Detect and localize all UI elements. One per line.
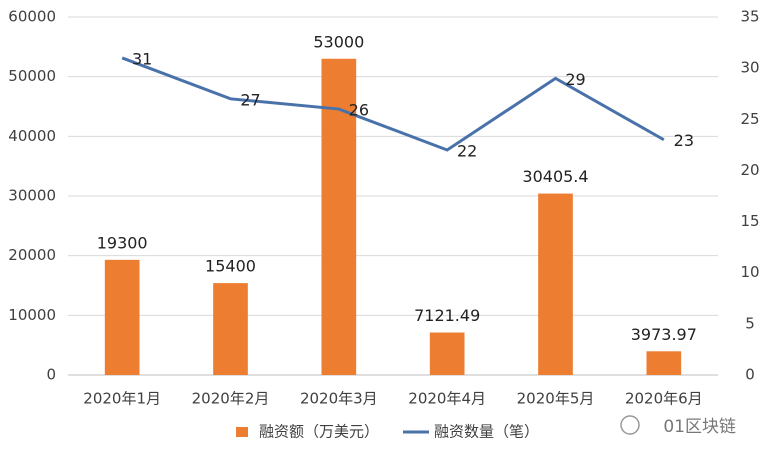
x-tick-label: 2020年6月 [625,390,703,408]
line-value-label: 23 [674,131,694,150]
bar [538,193,573,375]
bar [104,259,140,375]
y-tick-label: 30000 [8,187,56,205]
bar-value-label: 15400 [205,257,256,276]
line-value-label: 29 [565,70,585,89]
y2-tick-label: 5 [745,314,755,332]
bar [213,283,248,375]
x-tick-label: 2020年4月 [408,390,486,408]
bar [321,58,357,376]
y-tick-label: 60000 [8,8,56,26]
y2-tick-label: 0 [745,366,755,384]
legend-label: 融资数量（笔） [434,423,539,441]
y-tick-label: 10000 [8,306,56,324]
legend-label: 融资额（万美元） [259,423,379,441]
x-tick-label: 2020年2月 [192,390,270,408]
bar-value-label: 53000 [313,32,364,51]
y-tick-label: 20000 [8,246,56,264]
bar [429,332,465,375]
line-value-label: 26 [349,101,369,120]
y-tick-label: 40000 [8,127,56,145]
line-value-label: 31 [132,49,152,68]
bar-value-label: 19300 [97,233,148,252]
bar-value-label: 30405.4 [522,167,588,186]
y-tick-label: 50000 [8,67,56,85]
bar [646,351,682,375]
line [121,56,665,152]
watermark: 01区块链 [663,417,736,437]
y2-tick-label: 15 [740,212,759,230]
y2-tick-label: 10 [740,263,759,281]
x-tick-label: 2020年1月 [83,390,161,408]
x-tick-label: 2020年3月 [300,390,378,408]
x-tick-label: 2020年5月 [517,390,595,408]
y2-tick-label: 35 [740,8,759,26]
bar-value-label: 7121.49 [414,306,480,325]
y-tick-label: 0 [46,366,56,384]
bar-value-label: 3973.97 [631,325,697,344]
legend-swatch [236,427,248,437]
y2-tick-label: 30 [740,59,759,77]
line-value-label: 22 [457,141,477,160]
y2-tick-label: 25 [740,110,759,128]
y2-tick-label: 20 [740,161,759,179]
watermark-icon [620,415,640,435]
line-value-label: 27 [240,90,260,109]
